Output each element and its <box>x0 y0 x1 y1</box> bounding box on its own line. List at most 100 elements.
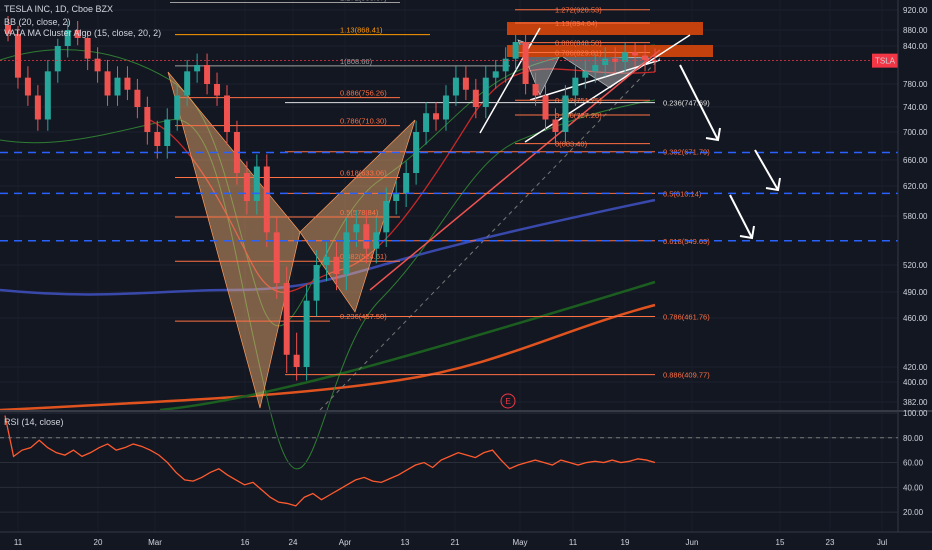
candle-body <box>502 58 509 72</box>
y-tick-label: 420.00 <box>903 363 928 372</box>
candle-body <box>114 77 121 96</box>
candle-body <box>34 95 41 120</box>
wedge-line <box>479 27 541 134</box>
candle-body <box>174 95 181 120</box>
rsi-tick-label: 20.00 <box>903 508 924 517</box>
candle-body <box>582 71 589 78</box>
candle-body <box>512 42 519 59</box>
candle-body <box>622 52 629 62</box>
resistance-zone-upper <box>507 22 703 35</box>
candle-body <box>154 132 161 146</box>
fib-right-label: 0.886(409.77) <box>663 371 710 380</box>
indicator-vata[interactable]: VATA MA Cluster Algo (15, close, 20, 2) <box>4 28 162 38</box>
candle-body <box>124 77 131 90</box>
y-tick-label: 920.00 <box>903 6 928 15</box>
y-tick-label: 490.00 <box>903 288 928 297</box>
fib-left-label: 0.618(633.06) <box>340 169 387 178</box>
candle-body <box>303 300 310 367</box>
x-tick-label: Apr <box>339 538 352 547</box>
y-tick-label: 740.00 <box>903 103 928 112</box>
candle-body <box>84 38 91 59</box>
earnings-event-label: E <box>505 397 510 406</box>
y-tick-label: 400.00 <box>903 378 928 387</box>
rsi-tick-label: 100.00 <box>903 409 928 418</box>
candle-body <box>482 77 489 107</box>
fib-left-label: 0.382(524.61) <box>340 252 387 261</box>
arrow-head <box>765 177 781 192</box>
candle-body <box>462 77 469 90</box>
candle-body <box>413 132 420 173</box>
fib-left-label: 1.13(868.41) <box>340 26 383 35</box>
bb-upper <box>0 44 656 327</box>
candle-body <box>214 84 221 96</box>
projection-arrows <box>679 64 781 240</box>
candle-body <box>293 354 300 367</box>
y-tick-label: 660.00 <box>903 156 928 165</box>
rsi-title[interactable]: RSI (14, close) <box>4 417 64 427</box>
candle-body <box>532 84 539 96</box>
fib-right-label: 0.236(727.20) <box>555 111 602 120</box>
candle-body <box>5 25 11 34</box>
candle-body <box>323 256 330 265</box>
fib-left-label: 1(808.66) <box>340 57 373 66</box>
trend-line-red <box>369 49 661 291</box>
candle-body <box>204 65 211 84</box>
arrow-shaft <box>679 64 719 141</box>
candle-body <box>442 95 449 120</box>
candle-body <box>233 132 240 173</box>
ma-blue-line <box>0 198 656 296</box>
candle-body <box>283 283 290 355</box>
x-tick-label: 11 <box>569 538 578 547</box>
candle-body <box>164 119 171 146</box>
candle-body <box>104 71 111 96</box>
time-axis: 11 20 Mar 16 24 Apr 13 21 May 11 19 Jun 15 23 Jul <box>14 538 887 547</box>
fib-right-label: 0.786(461.76) <box>663 312 710 321</box>
candle-body <box>363 224 370 249</box>
candle-body <box>433 113 440 120</box>
x-tick-label: May <box>512 538 527 547</box>
x-tick-label: 13 <box>401 538 410 547</box>
candle-body <box>602 58 609 65</box>
rsi-tick-label: 40.00 <box>903 483 924 492</box>
chart-title[interactable]: TESLA INC, 1D, Cboe BZX <box>4 4 114 14</box>
arrow-shaft <box>729 194 753 239</box>
resistance-zone-lower <box>507 45 713 57</box>
candle-body <box>74 30 81 38</box>
candle-body <box>612 58 619 62</box>
x-tick-label: Jun <box>686 538 699 547</box>
candle-body <box>263 166 270 233</box>
rsi-panel: 100.00 80.00 60.00 40.00 20.00 <box>0 409 928 517</box>
candle-body <box>194 65 201 72</box>
candle-body <box>144 107 151 132</box>
arrow-shaft <box>754 149 779 191</box>
fib-right-label: 0.236(747.69) <box>663 99 710 108</box>
rsi-tick-label: 60.00 <box>903 459 924 468</box>
candle-body <box>54 46 61 72</box>
candle-body <box>24 77 31 96</box>
y-tick-label: 700.00 <box>903 128 928 137</box>
x-tick-label: Mar <box>148 538 162 547</box>
indicator-bb[interactable]: BB (20, close, 2) <box>4 17 71 27</box>
candle-body <box>522 42 529 84</box>
earnings-event-marker[interactable] <box>500 393 516 409</box>
fib-right-label: 0(683.40) <box>555 140 588 149</box>
candle-body <box>652 59 658 61</box>
y-tick-label: 382.00 <box>903 398 928 407</box>
fib-right-label: 0.786(829.81) <box>555 48 602 57</box>
y-tick-label: 580.00 <box>903 212 928 221</box>
arrow-head <box>739 225 755 240</box>
y-tick-label: 520.00 <box>903 261 928 270</box>
candle-body <box>184 71 191 96</box>
candle-body <box>542 95 549 120</box>
candle-body <box>353 224 360 233</box>
fib-left-label: 0.886(756.26) <box>340 89 387 98</box>
candle-body <box>273 232 280 283</box>
candle-body <box>642 55 649 60</box>
candle-body <box>592 65 599 72</box>
x-tick-label: Jul <box>877 538 887 547</box>
candle-body <box>44 71 51 120</box>
candles <box>5 16 658 381</box>
fib-right-label: 1.272(920.53) <box>555 6 602 15</box>
candle-body <box>472 89 479 107</box>
